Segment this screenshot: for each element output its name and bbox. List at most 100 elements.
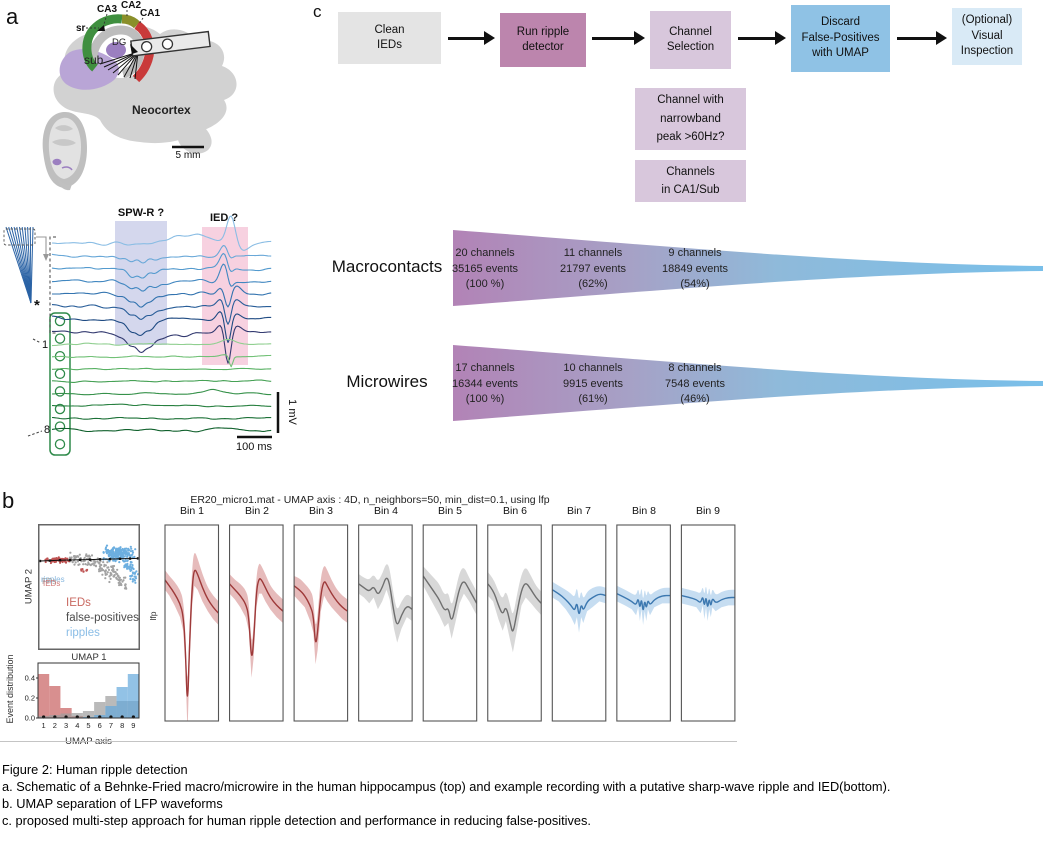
bin-title: Bin 8 xyxy=(632,505,656,517)
macrowire-traces xyxy=(51,338,272,433)
stage-pct: (61%) xyxy=(578,393,608,405)
stage-channels: 9 channels xyxy=(668,247,722,259)
channel-selection-funnels xyxy=(453,230,1043,421)
waveforms-ylabel: lfp xyxy=(148,611,158,621)
microwire-bundle-icon xyxy=(5,226,34,304)
panel-b-label: b xyxy=(2,488,15,513)
sub-label: sub xyxy=(84,53,104,67)
voltage-scale-label: 1 mV xyxy=(286,399,298,425)
coronal-brain-inset xyxy=(42,111,87,191)
stage-events: 35165 events xyxy=(451,262,519,275)
hippocampus-schematic: CA3 CA2 CA1 sr DG sub Neocortex 5 mm xyxy=(42,0,237,191)
probe-tip xyxy=(130,44,138,54)
stage-events: 18849 events xyxy=(661,262,729,275)
svg-text:8: 8 xyxy=(120,721,124,730)
bundle-connector xyxy=(36,236,47,255)
cluster-IEDs-outliers xyxy=(80,568,89,573)
waveform-panel-2 xyxy=(229,524,284,722)
waveform-panel-4 xyxy=(358,524,413,722)
scatter-ylabel: UMAP 2 xyxy=(23,568,35,605)
svg-text:0.0: 0.0 xyxy=(25,714,35,723)
panel-a-label: a xyxy=(6,4,19,29)
svg-text:9: 9 xyxy=(131,721,135,730)
bin-title: Bin 3 xyxy=(309,505,333,517)
stage-channels: 11 channels xyxy=(563,247,623,259)
macrocontacts-label: Macrocontacts xyxy=(331,257,443,276)
bin-title: Bin 4 xyxy=(374,505,398,517)
spwr-label: SPW-R ? xyxy=(118,207,164,219)
flow-arrow xyxy=(897,30,947,46)
legend-ripples: ripples xyxy=(66,627,100,639)
macro-contact xyxy=(140,41,153,53)
funnel-stage: 11 channels 21797 events (62%) xyxy=(538,246,648,293)
criteria-box-narrowband: Channel with narrowband peak >60Hz? xyxy=(635,88,746,150)
dentate-gyrus-region xyxy=(106,42,126,58)
microwire-tip-outline xyxy=(3,228,36,246)
waveform-panel-9 xyxy=(680,524,736,722)
funnel-stage: 17 channels 16344 events (100 %) xyxy=(430,361,540,408)
bundle-connector-arrow xyxy=(43,254,49,261)
ca1-arc xyxy=(132,21,155,83)
svg-text:0.4: 0.4 xyxy=(25,674,35,683)
label-leader-lines xyxy=(86,10,144,29)
microwires-funnel-shape xyxy=(453,345,1043,421)
legend-false-positives: false-positives xyxy=(66,612,139,624)
dg-label: DG xyxy=(112,37,126,48)
ca3-label: CA3 xyxy=(97,4,117,15)
microwires-label: Microwires xyxy=(346,372,428,391)
caption-line-c: c. proposed multi-step approach for huma… xyxy=(2,813,591,828)
waveform-panel-3 xyxy=(293,524,349,722)
hippocampus-mark xyxy=(52,158,62,166)
waveform-panel-6 xyxy=(487,524,542,722)
funnel-stage: 8 channels 7548 events (46%) xyxy=(640,361,750,408)
waveform-panel-5 xyxy=(422,524,478,722)
overlapping-label: FPs xyxy=(42,577,56,586)
cluster-false-positives xyxy=(63,551,128,590)
bin-title: Bin 6 xyxy=(503,505,527,517)
stage-pct: (54%) xyxy=(680,278,710,290)
flow-arrow xyxy=(448,30,495,46)
time-scale-label: 100 ms xyxy=(236,441,273,453)
stage-channels: 20 channels xyxy=(455,247,515,259)
scatter-xlabel: UMAP 1 xyxy=(71,652,107,663)
channel-8-label: 8 xyxy=(44,424,50,436)
stage-channels: 8 channels xyxy=(668,362,722,374)
stage-events: 16344 events xyxy=(451,377,519,390)
caption-line-a: a. Schematic of a Behnke-Fried macro/mic… xyxy=(2,779,891,794)
histogram-ylabel: Event distribution xyxy=(5,654,15,724)
stage-channels: 17 channels xyxy=(455,362,515,374)
sr-label: sr xyxy=(76,23,86,34)
scalebar-label: 5 mm xyxy=(176,150,201,161)
ied-label: IED ? xyxy=(210,212,238,224)
legend-ieds: IEDs xyxy=(66,597,91,609)
stage-events: 21797 events xyxy=(559,262,627,275)
macro-contact xyxy=(161,38,174,50)
stage-pct: (100 %) xyxy=(465,393,505,405)
flow-arrow xyxy=(738,30,786,46)
ca2-label: CA2 xyxy=(121,0,141,11)
waveform-panel-1 xyxy=(164,524,220,722)
stage-events: 9915 events xyxy=(563,377,623,390)
umap-analysis-title: ER20_micro1.mat - UMAP axis : 4D, n_neig… xyxy=(190,494,550,506)
channel-1-label: 1 xyxy=(42,339,48,351)
flow-box-channel-selection: Channel Selection xyxy=(650,11,731,69)
cluster-ripples xyxy=(102,544,137,564)
spwr-highlight xyxy=(115,221,167,345)
flow-box-run-ripple-detector: Run ripple detector xyxy=(500,13,586,67)
ca2-arc xyxy=(121,14,141,29)
ied-highlight xyxy=(202,227,248,365)
neocortex-label: Neocortex xyxy=(132,103,191,117)
caption-line-b: b. UMAP separation of LFP waveforms xyxy=(2,796,223,811)
microwire-traces xyxy=(51,215,272,364)
ca1-label: CA1 xyxy=(140,8,160,19)
svg-text:4: 4 xyxy=(75,721,79,730)
svg-text:7: 7 xyxy=(109,721,113,730)
ch1-leader xyxy=(32,338,42,344)
waveform-panel-8 xyxy=(616,524,671,722)
flow-box-clean-ieds: Clean IEDs xyxy=(338,12,441,64)
sr-arrowhead xyxy=(97,25,105,31)
bin-title: Bin 7 xyxy=(567,505,591,517)
stage-pct: (62%) xyxy=(578,278,608,290)
panel-c-label: c xyxy=(313,2,322,21)
